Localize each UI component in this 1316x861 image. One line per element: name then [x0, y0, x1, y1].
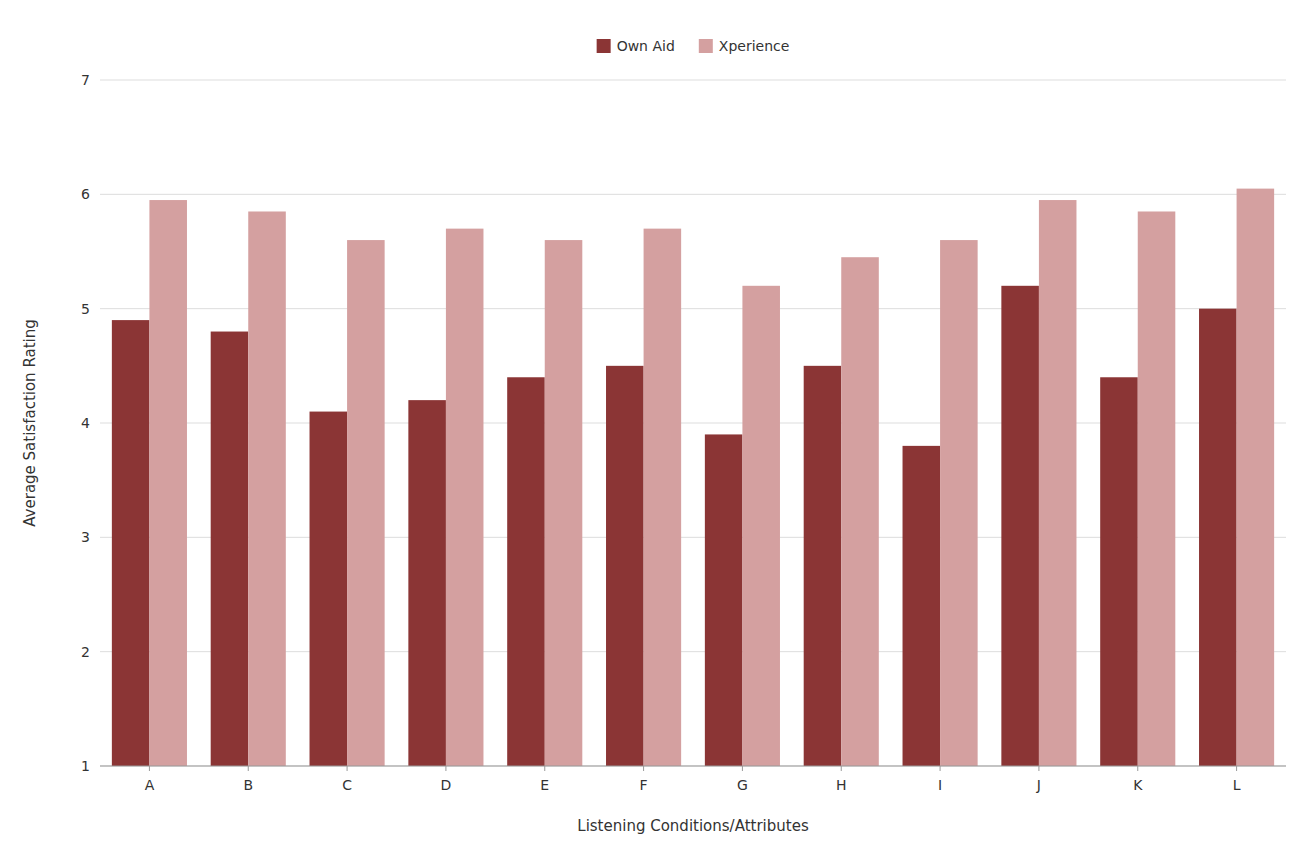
- bar: [841, 257, 879, 766]
- y-tick-label: 6: [81, 186, 90, 202]
- bar: [1237, 189, 1275, 766]
- bar: [112, 320, 150, 766]
- grid-line: [100, 766, 1286, 767]
- bar: [248, 211, 286, 766]
- bar: [149, 200, 187, 766]
- chart-svg: 1 2 3 4 5 6 7 A B C D E F G H I J K L Listening Conditions/…: [0, 0, 1316, 861]
- legend-item: Xperience: [699, 38, 790, 54]
- x-tick-label: D: [441, 777, 452, 793]
- y-tick-label: 1: [81, 758, 90, 774]
- bar: [1001, 286, 1039, 766]
- bar: [903, 446, 941, 766]
- bar: [211, 332, 249, 766]
- x-tick: [1236, 766, 1237, 771]
- y-tick-label: 2: [81, 644, 90, 660]
- bar: [742, 286, 780, 766]
- legend-swatch: [699, 39, 713, 53]
- x-tick: [940, 766, 941, 771]
- bar: [347, 240, 385, 766]
- bar: [1100, 377, 1138, 766]
- x-tick-label: J: [1036, 777, 1041, 793]
- grid-line: [100, 194, 1286, 195]
- y-axis-label: Average Satisfaction Rating: [21, 319, 39, 527]
- bar: [940, 240, 978, 766]
- bar: [705, 434, 743, 766]
- chart-container: 1 2 3 4 5 6 7 A B C D E F G H I J K L Listening Conditions/…: [0, 0, 1316, 861]
- bar: [606, 366, 644, 766]
- legend-item: Own Aid: [597, 38, 675, 54]
- x-tick-label: A: [145, 777, 155, 793]
- x-tick-label: G: [737, 777, 748, 793]
- x-tick: [445, 766, 446, 771]
- bar: [1199, 309, 1237, 766]
- x-tick-label: L: [1233, 777, 1241, 793]
- legend: Own Aid Xperience: [597, 38, 790, 54]
- x-tick-label: F: [640, 777, 648, 793]
- x-tick-label: E: [540, 777, 549, 793]
- grid-line: [100, 80, 1286, 81]
- x-axis-label: Listening Conditions/Attributes: [577, 817, 809, 835]
- y-tick-label: 3: [81, 529, 90, 545]
- legend-label: Own Aid: [617, 38, 675, 54]
- x-tick: [742, 766, 743, 771]
- bar: [310, 412, 348, 766]
- bar: [804, 366, 842, 766]
- bar: [545, 240, 583, 766]
- bars: [112, 189, 1274, 766]
- x-tick: [544, 766, 545, 771]
- x-tick: [149, 766, 150, 771]
- x-tick: [1137, 766, 1138, 771]
- y-tick-label: 7: [81, 72, 90, 88]
- x-tick: [347, 766, 348, 771]
- bar: [644, 229, 682, 766]
- bar: [446, 229, 484, 766]
- grid: [100, 80, 1286, 766]
- x-tick: [248, 766, 249, 771]
- x-tick-label: B: [243, 777, 253, 793]
- bar: [1039, 200, 1077, 766]
- legend-swatch: [597, 39, 611, 53]
- x-tick-label: H: [836, 777, 847, 793]
- x-tick: [841, 766, 842, 771]
- bar: [1138, 211, 1176, 766]
- x-tick-label: K: [1133, 777, 1143, 793]
- x-tick-label: C: [342, 777, 352, 793]
- y-tick-label: 5: [81, 301, 90, 317]
- y-tick-label: 4: [81, 415, 90, 431]
- x-tick-label: I: [938, 777, 942, 793]
- bar: [408, 400, 446, 766]
- x-tick: [1038, 766, 1039, 771]
- x-axis-line: [100, 766, 1286, 767]
- x-tick: [643, 766, 644, 771]
- bar: [507, 377, 545, 766]
- legend-label: Xperience: [719, 38, 790, 54]
